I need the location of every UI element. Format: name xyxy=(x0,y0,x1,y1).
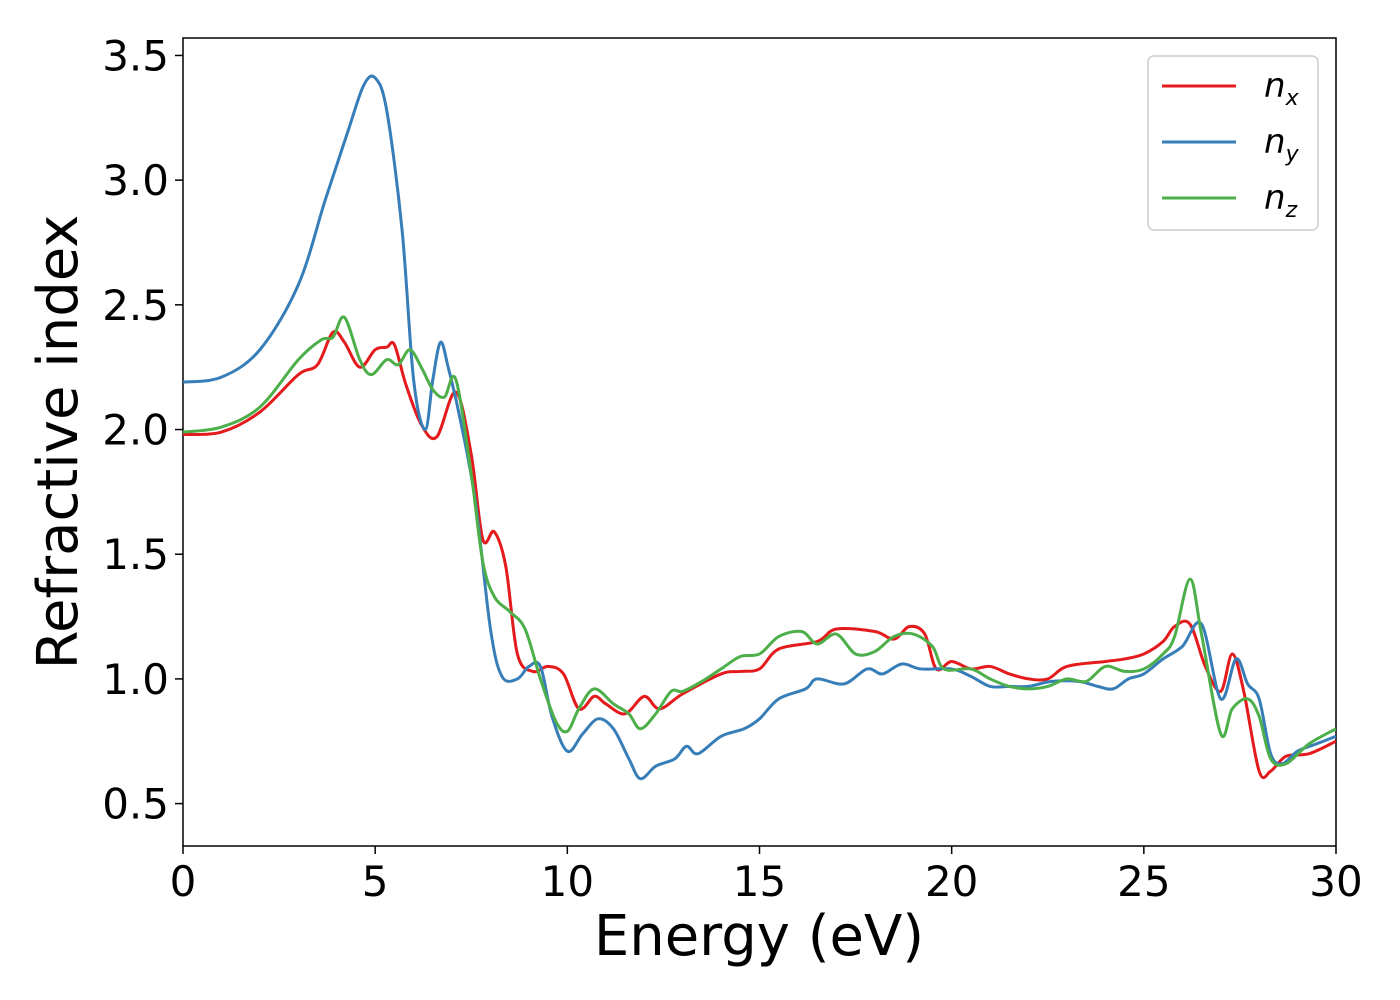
series-line-n-z xyxy=(183,315,1336,767)
x-tick-label: 20 xyxy=(925,857,978,906)
x-axis-ticks: 0 5 10 15 20 25 30 xyxy=(170,846,1363,906)
legend: nx ny nz xyxy=(1147,55,1319,231)
series-line-n-y xyxy=(183,74,1336,781)
plot-area xyxy=(182,37,1337,847)
y-tick-label: 2.0 xyxy=(102,406,169,455)
y-axis-title: Refractive index xyxy=(26,215,91,670)
series-lines xyxy=(183,74,1336,781)
legend-label-n-z: nz xyxy=(1264,178,1298,223)
x-tick-label: 25 xyxy=(1117,857,1170,906)
legend-label-n-x: nx xyxy=(1264,66,1300,111)
y-tick-label: 3.5 xyxy=(102,31,169,80)
legend-items: nx ny nz xyxy=(1162,66,1300,223)
x-tick-label: 30 xyxy=(1309,857,1362,906)
x-axis-title: Energy (eV) xyxy=(594,904,924,969)
y-axis-ticks: 0.5 1.0 1.5 2.0 2.5 3.0 3.5 xyxy=(102,31,183,829)
legend-label-n-y: ny xyxy=(1264,122,1300,167)
x-tick-label: 0 xyxy=(170,857,197,906)
x-tick-label: 5 xyxy=(362,857,389,906)
y-tick-label: 1.0 xyxy=(102,655,169,704)
x-tick-label: 15 xyxy=(733,857,786,906)
x-tick-label: 10 xyxy=(541,857,594,906)
series-line-n-x xyxy=(183,329,1336,780)
y-tick-label: 1.5 xyxy=(102,530,169,579)
y-tick-label: 3.0 xyxy=(102,156,169,205)
y-tick-label: 2.5 xyxy=(102,281,169,330)
y-tick-label: 0.5 xyxy=(102,780,169,829)
plot-frame xyxy=(182,37,1337,847)
